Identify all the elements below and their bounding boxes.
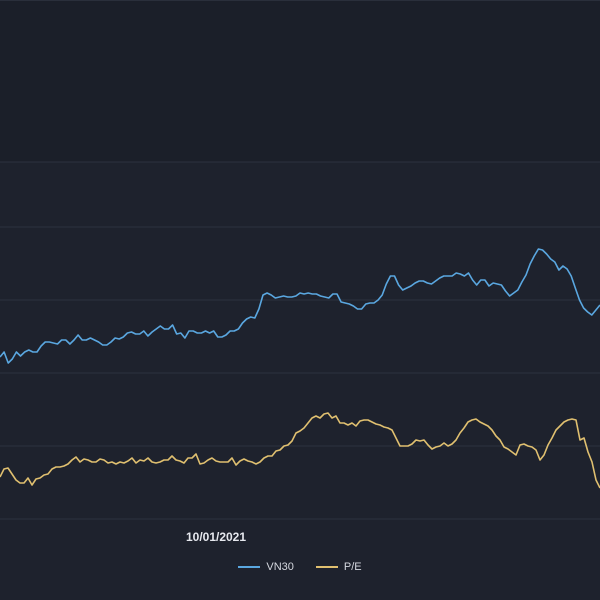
series-line-pe [0, 412, 600, 489]
gridlines [0, 161, 600, 520]
top-border [0, 0, 600, 1]
series-line-vn30 [0, 248, 600, 364]
legend-swatch-pe [315, 566, 338, 568]
chart-header-area [0, 0, 600, 162]
legend-label-pe: P/E [343, 561, 362, 573]
legend-label-vn30: VN30 [266, 561, 294, 573]
legend-item-pe[interactable]: P/E [315, 561, 362, 573]
x-tick-label-0: 10/01/2021 [186, 530, 246, 544]
x-axis-ticks: 10/01/2021 [186, 530, 246, 544]
legend-item-vn30[interactable]: VN30 [238, 561, 294, 573]
legend: VN30 P/E [0, 556, 600, 578]
series-layer [0, 248, 600, 489]
legend-swatch-vn30 [238, 566, 261, 568]
